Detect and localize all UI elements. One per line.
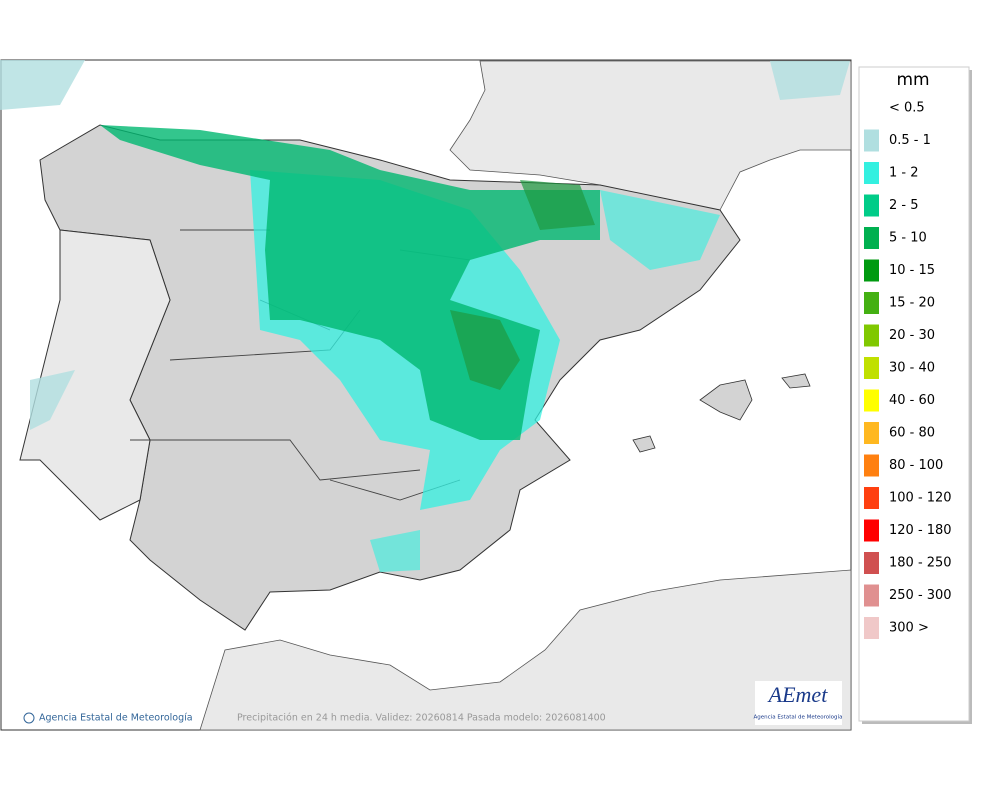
legend-label: 80 - 100 [889,458,943,473]
legend-label: 250 - 300 [889,588,952,603]
legend-swatch [864,259,879,282]
precip-area [450,180,595,390]
logo-subtitle: Agencia Estatal de Meteorología [754,714,843,721]
legend-swatch [864,129,879,152]
legend-label: 15 - 20 [889,296,935,311]
legend-swatch [864,552,879,574]
legend-label: 20 - 30 [889,328,935,343]
legend-label: 40 - 60 [889,393,935,408]
legend-title: mm [896,70,929,90]
legend-label: 30 - 40 [889,361,935,376]
copyright-icon [23,712,35,724]
legend: mm < 0.5 0.5 - 1 1 - 2 2 - 5 5 - 10 10 - 15 15… [858,66,972,724]
legend-label: 0.5 - 1 [889,133,931,148]
legend-swatch [864,357,879,379]
legend-swatch [864,422,879,444]
legend-swatch [864,292,879,314]
balearic-islands [632,373,811,453]
legend-swatch [864,519,879,542]
precip-area [370,190,720,572]
legend-label: 100 - 120 [889,491,952,506]
legend-label: 300 > [889,621,929,636]
legend-label: 180 - 250 [889,556,952,571]
legend-swatch [864,389,879,412]
credit: Agencia Estatal de Meteorología [39,713,193,724]
legend-swatch [864,584,879,607]
legend-label: 120 - 180 [889,523,952,538]
legend-swatch [864,227,879,249]
africa [199,569,852,731]
legend-label: 5 - 10 [889,231,927,246]
legend-swatch [864,617,879,639]
legend-label: 1 - 2 [889,166,919,181]
legend-label: < 0.5 [889,101,925,116]
caption: Precipitación en 24 h media. Validez: 20… [237,713,606,724]
map: Agencia Estatal de Meteorología Precipit… [0,59,852,731]
legend-label: 2 - 5 [889,198,919,213]
legend-swatch [864,194,879,217]
logo: AEmet [767,682,829,707]
legend-swatch [864,454,879,477]
legend-label: 60 - 80 [889,426,935,441]
logo-box [755,681,842,725]
legend-swatch [864,487,879,509]
legend-label: 10 - 15 [889,263,935,278]
legend-swatch [864,324,879,347]
legend-swatch [864,162,879,184]
